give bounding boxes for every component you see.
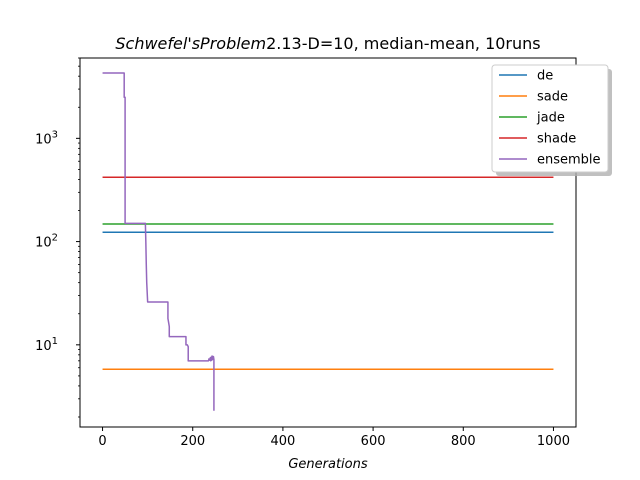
y-tick-exponent: 2 <box>52 233 58 244</box>
x-axis-label: Generations <box>288 457 368 472</box>
legend: de sade jade shade ensemble <box>491 64 612 176</box>
x-tick-label: 800 <box>451 434 476 449</box>
y-tick-exponent: 1 <box>52 336 58 347</box>
x-tick-label: 0 <box>98 434 106 449</box>
legend-label-de: de <box>537 69 553 84</box>
x-tick-label: 1000 <box>537 434 570 449</box>
y-tick-exponent: 3 <box>52 129 58 140</box>
chart-title: Schwefel'sProblem2.13-D=10, median-mean,… <box>115 34 540 53</box>
plot-frame <box>79 57 577 428</box>
series-line-ensemble <box>102 72 215 411</box>
x-tick-label: 200 <box>180 434 205 449</box>
legend-label-shade: shade <box>537 132 576 147</box>
legend-label-ensemble: ensemble <box>537 153 601 168</box>
legend-label-jade: jade <box>536 111 565 126</box>
x-axis: 0 200 400 600 800 1000 <box>98 427 570 449</box>
x-tick-label: 600 <box>361 434 386 449</box>
chart-title-italic: Schwefel'sProblem <box>115 34 266 53</box>
legend-box <box>491 64 609 173</box>
chart-title-rest: 2.13-D=10, median-mean, 10runs <box>266 34 541 53</box>
series-layer <box>102 72 554 411</box>
x-tick-label: 400 <box>270 434 295 449</box>
legend-label-sade: sade <box>537 90 568 105</box>
